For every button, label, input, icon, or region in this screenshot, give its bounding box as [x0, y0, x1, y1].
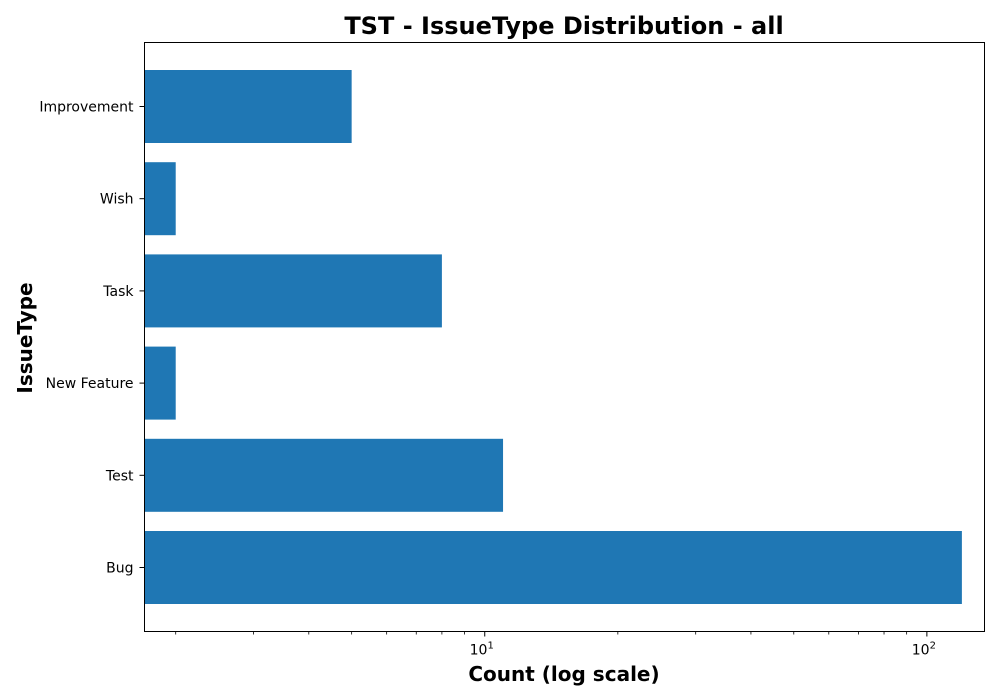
y-axis-ticks: Bug Test New Feature Task Wish Improvement — [39, 100, 144, 577]
chart-title: TST - IssueType Distribution - all — [344, 12, 783, 40]
bar-improvement — [145, 70, 352, 143]
y-tick-label: Wish — [100, 192, 134, 208]
y-tick-label: Test — [105, 468, 134, 484]
bar-new-feature — [145, 347, 176, 420]
bar-wish — [145, 162, 176, 235]
x-axis-ticks: 101 102 — [176, 632, 936, 659]
bar-bug — [145, 531, 962, 604]
x-axis-label: Count (log scale) — [468, 662, 659, 686]
y-tick-label: Bug — [106, 561, 133, 577]
x-tick-label: 102 — [912, 641, 936, 659]
bar-task — [145, 254, 442, 327]
y-axis-label: IssueType — [13, 282, 37, 393]
bar-test — [145, 439, 504, 512]
y-tick-label: Improvement — [39, 100, 134, 116]
bars-group — [145, 70, 962, 604]
y-tick-label: New Feature — [46, 376, 134, 392]
y-tick-label: Task — [102, 284, 134, 300]
x-tick-label: 101 — [470, 641, 494, 659]
